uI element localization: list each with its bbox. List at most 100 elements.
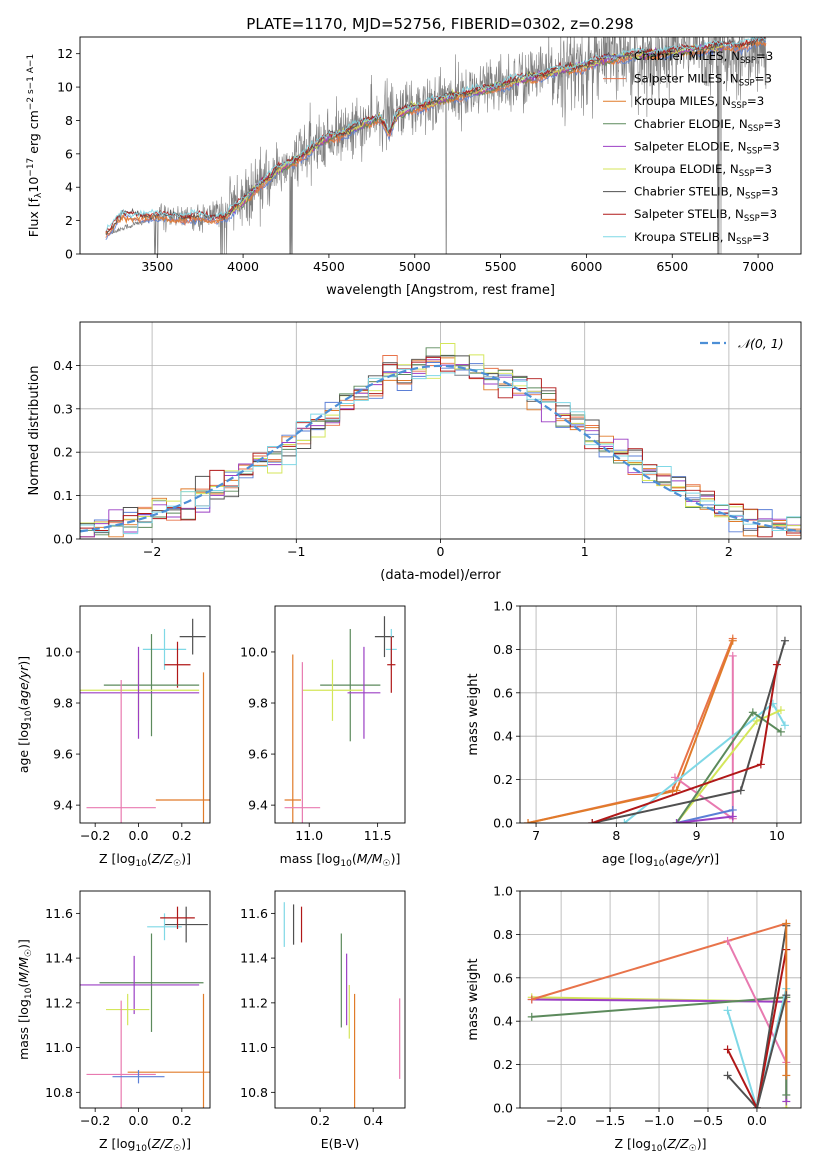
residual-histogram	[80, 362, 801, 538]
x-tick-label: −1.0	[644, 1113, 674, 1128]
y-label-part: M/M	[16, 957, 31, 983]
panel-x-label: Z [log10(Z/Z☉)]	[615, 1136, 707, 1154]
x-tick-label: 10	[769, 828, 785, 843]
y-tick-label: 0	[65, 247, 73, 262]
y-tick-label: 11.6	[45, 906, 73, 921]
y-tick-label: 12	[57, 46, 73, 61]
legend-sub: SSP	[731, 101, 747, 111]
residual-histogram	[80, 347, 801, 537]
legend-label: Salpeter STELIB, NSSP=3	[634, 207, 777, 224]
x-label-part: (	[662, 1136, 667, 1151]
figure-title: PLATE=1170, MJD=52756, FIBERID=0302, z=0…	[246, 15, 633, 33]
weight-line	[592, 640, 786, 823]
weight_vs_Z-plot-area	[520, 891, 801, 1108]
x-tick-label: 7	[532, 828, 540, 843]
weight-y-label: mass weight	[466, 673, 481, 755]
mass_vs_Z-panel: −0.2 0.0 0.210.811.011.211.411.6Z [log10(Z…	[16, 890, 211, 1154]
weight-line	[726, 949, 788, 1108]
residual-histogram	[80, 368, 801, 535]
age_vs_Z-plot-area	[80, 618, 210, 823]
x-label-part: age/yr	[669, 851, 710, 866]
x-label-part: ☉	[173, 859, 181, 869]
legend-tail: =3	[755, 162, 772, 176]
legend-label: Chabrier STELIB, NSSP=3	[634, 185, 778, 202]
x-tick-label: 11.0	[295, 828, 323, 843]
panel-x-label: Z [log10(Z/Z☉)]	[99, 851, 191, 869]
x-tick-label: 4500	[313, 259, 345, 274]
y-tick-label: 0.8	[493, 927, 513, 942]
x-label-part: (	[352, 851, 357, 866]
y-tick-label: 4	[65, 180, 73, 195]
y-label-part: 10	[26, 177, 41, 193]
x-label-part: (	[147, 1136, 152, 1151]
spectrum-frame	[79, 36, 802, 255]
age_vs_Z-panel: −0.2 0.0 0.29.49.69.810.0Z [log10(Z/Z☉)]ag…	[16, 605, 211, 869]
x-tick-label: 0.0	[129, 1113, 149, 1128]
legend-tail: =3	[755, 72, 772, 86]
legend-label: Kroupa MILES, NSSP=3	[634, 94, 764, 111]
x-tick-label: 0.2	[172, 1113, 192, 1128]
legend-label: 𝒩(0, 1)	[738, 336, 784, 351]
weight-line	[531, 922, 787, 1001]
x-label-part: age [log	[602, 851, 653, 866]
residual-histogram	[80, 355, 801, 534]
y-label-part: age/yr	[16, 665, 31, 706]
x-tick-label: 6500	[656, 259, 688, 274]
y-tick-label: 9.4	[53, 798, 73, 813]
age_vs_mass-plot-area	[284, 616, 397, 823]
x-tick-label: −1.5	[595, 1113, 625, 1128]
residuals-x-label: (data-model)/error	[380, 568, 501, 583]
y-tick-label: 0.2	[493, 772, 513, 787]
spectrum-model-line	[225, 44, 724, 217]
spectrum-model-line	[105, 40, 767, 238]
ebv-x-label: E(B-V)	[321, 1136, 360, 1151]
x-tick-label: 11.5	[364, 828, 392, 843]
y-tick-label: 10.8	[240, 1085, 268, 1100]
panel-x-label: mass [log10(M/M☉)]	[280, 851, 401, 869]
y-label-part: −2 s−1 A−1	[26, 54, 36, 110]
x-tick-label: 5000	[399, 259, 431, 274]
y-label-part: ☉	[24, 949, 34, 957]
legend-label: Chabrier MILES, NSSP=3	[634, 49, 773, 66]
x-label-part: Z [log	[615, 1136, 651, 1151]
y-tick-label: 9.8	[248, 696, 268, 711]
x-label-part: )]	[391, 851, 401, 866]
y-tick-label: 0.0	[493, 1101, 513, 1116]
y-label-part: 10	[24, 987, 34, 999]
legend-label: Chabrier ELODIE, NSSP=3	[634, 117, 781, 134]
x-label-part: Z [log	[99, 851, 135, 866]
x-tick-label: 0.0	[747, 1113, 767, 1128]
y-label-part: )]	[16, 939, 31, 949]
x-tick-label: 3500	[141, 259, 173, 274]
y-tick-label: 0.6	[493, 970, 513, 985]
y-tick-label: 10	[57, 80, 73, 95]
x-tick-label: 7000	[742, 259, 774, 274]
y-tick-label: 0.0	[53, 532, 73, 547]
weight-line	[591, 664, 778, 823]
y-tick-label: 11.2	[45, 995, 73, 1010]
weight-line	[676, 815, 733, 823]
age_vs_Z-frame	[79, 605, 211, 824]
y-label-part: age [log	[16, 722, 31, 773]
legend-sub: SSP	[736, 237, 752, 247]
weight-line	[726, 988, 788, 1108]
weight-line	[675, 709, 782, 823]
mass_vs_ebv-panel: 0.2 0.4 10.8 11.0 11.2 11.4 11.6 E(B-V)	[240, 890, 406, 1151]
weight-line	[726, 925, 788, 1108]
residual-histogram	[80, 359, 801, 538]
x-label-part: 10	[651, 1144, 663, 1154]
legend-tail: =3	[747, 94, 764, 108]
x-tick-label: 0.2	[310, 1113, 330, 1128]
legend-sub: SSP	[746, 146, 762, 156]
x-label-part: (	[147, 851, 152, 866]
y-tick-label: 0.4	[53, 358, 73, 373]
x-tick-label: 0.4	[363, 1113, 383, 1128]
residual-histogram	[80, 357, 801, 538]
legend-sub: SSP	[744, 214, 760, 224]
x-label-part: ☉	[383, 859, 391, 869]
residual-histogram	[80, 355, 801, 538]
y-tick-label: 0.2	[53, 445, 73, 460]
y-label-part: mass [log	[16, 999, 31, 1060]
x-label-part: mass [log	[280, 851, 341, 866]
